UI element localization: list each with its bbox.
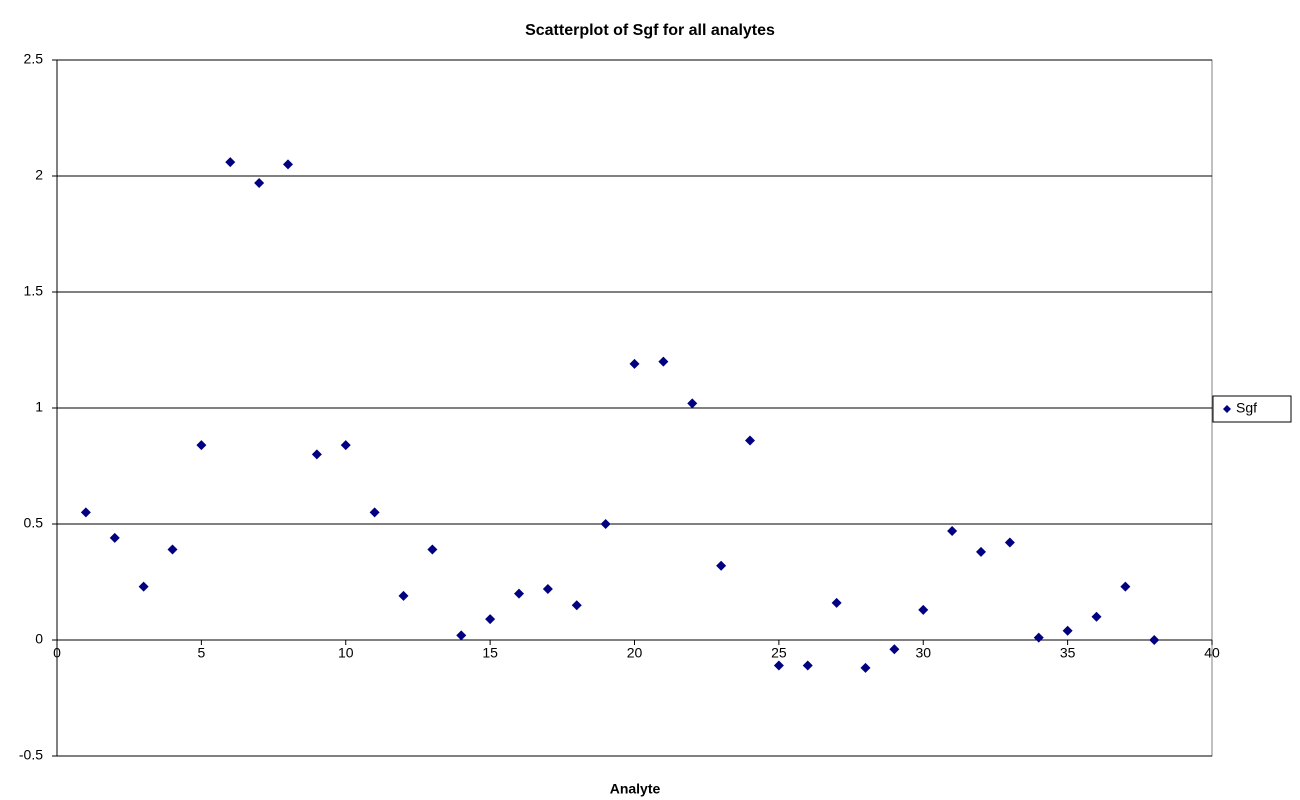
- y-tick-label: -0.5: [19, 747, 43, 763]
- data-point: [427, 544, 438, 555]
- data-point: [398, 590, 409, 601]
- x-tick-label: 5: [197, 645, 205, 661]
- data-point: [542, 583, 553, 594]
- data-point: [109, 532, 120, 543]
- data-point: [167, 544, 178, 555]
- x-tick-label: 25: [771, 645, 787, 661]
- x-tick-label: 20: [627, 645, 643, 661]
- data-point: [947, 525, 958, 536]
- x-tick-label: 30: [915, 645, 931, 661]
- data-point: [860, 662, 871, 673]
- data-point: [138, 581, 149, 592]
- x-tick-label: 40: [1204, 645, 1220, 661]
- data-point: [918, 604, 929, 615]
- data-point: [311, 449, 322, 460]
- y-tick-label: 1.5: [24, 283, 44, 299]
- legend-marker: [1223, 405, 1231, 413]
- x-axis-title: Analyte: [610, 781, 661, 797]
- data-point: [802, 660, 813, 671]
- data-point: [1033, 632, 1044, 643]
- data-point: [485, 614, 496, 625]
- data-point: [1120, 581, 1131, 592]
- x-tick-label: 35: [1060, 645, 1076, 661]
- data-point: [600, 519, 611, 529]
- x-tick-label: 15: [482, 645, 498, 661]
- data-point: [1149, 635, 1160, 645]
- data-point: [889, 644, 900, 655]
- data-point: [254, 177, 265, 188]
- data-point: [225, 157, 236, 168]
- data-point: [976, 546, 986, 557]
- data-point: [80, 507, 91, 518]
- data-point: [745, 435, 755, 446]
- data-point: [196, 440, 207, 451]
- data-point: [687, 398, 698, 409]
- data-point: [658, 356, 669, 367]
- y-tick-label: 0.5: [24, 515, 44, 531]
- data-point: [773, 660, 784, 671]
- data-point: [716, 560, 727, 571]
- legend-label: Sgf: [1236, 400, 1257, 416]
- data-point: [629, 358, 640, 369]
- y-tick-label: 2: [35, 167, 43, 183]
- data-point: [1091, 611, 1102, 622]
- x-tick-label: 10: [338, 645, 354, 661]
- data-point: [1062, 625, 1073, 636]
- data-point: [831, 597, 842, 608]
- data-point: [340, 440, 351, 451]
- data-point: [1004, 537, 1015, 548]
- data-point: [369, 507, 380, 518]
- y-tick-label: 2.5: [24, 51, 44, 67]
- data-point: [514, 588, 524, 599]
- data-point: [283, 159, 293, 170]
- y-tick-label: 1: [35, 399, 43, 415]
- data-point: [456, 630, 467, 641]
- x-tick-label: 0: [53, 645, 61, 661]
- data-point: [571, 600, 582, 611]
- chart-title: Scatterplot of Sgf for all analytes: [525, 22, 775, 39]
- y-tick-label: 0: [35, 631, 43, 647]
